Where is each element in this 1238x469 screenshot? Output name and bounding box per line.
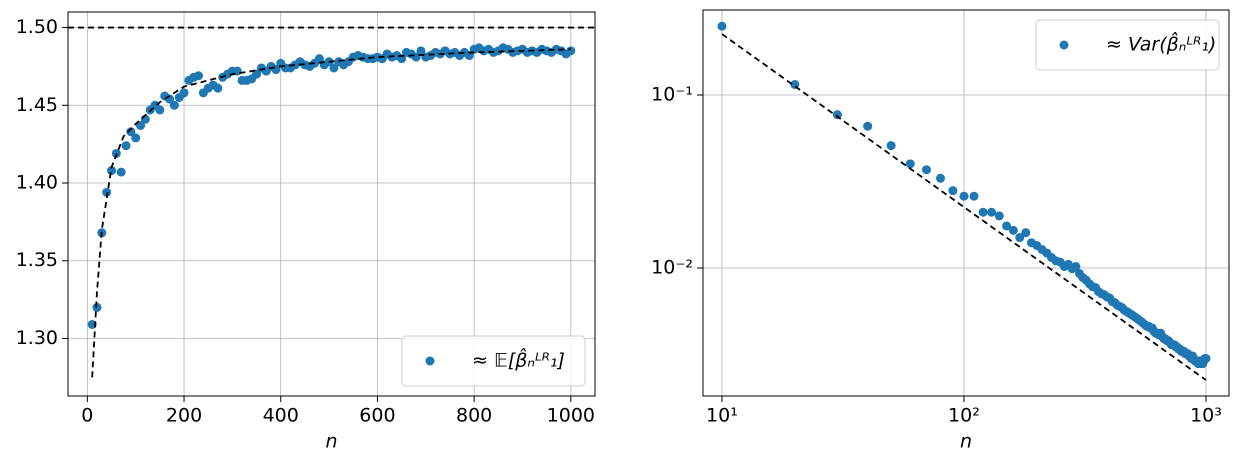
data-point [969,191,979,201]
data-point [1021,228,1031,238]
y-tick-label: 1.35 [16,249,58,271]
data-point [1071,262,1081,272]
legend-box [401,335,586,387]
data-point [566,46,576,56]
data-point [905,159,915,169]
data-point [1201,353,1211,363]
data-point [959,191,969,201]
data-point [179,88,189,98]
x-tick-label: 10¹ [706,405,738,427]
y-tick-label: 1.40 [16,172,58,194]
x-tick-label: 800 [456,405,492,427]
x-tick-label: 200 [166,405,202,427]
data-point [863,121,873,131]
legend-box [1035,19,1220,71]
data-point [832,110,842,120]
data-point [107,166,117,176]
legend-label: ≈ 𝔼[β̂ₙᴸᴿ₁] [472,347,565,371]
data-point [329,63,339,73]
data-point [921,165,931,175]
data-point [416,46,426,56]
x-tick-label: 10³ [1190,405,1222,427]
y-tick-label: 1.30 [16,327,58,349]
data-point [136,120,146,130]
y-tick-label: 10⁻¹ [651,84,693,106]
data-point [948,186,958,196]
data-point [717,21,727,31]
data-point [102,187,112,197]
data-point [1002,221,1012,231]
data-point [252,69,262,79]
data-point [994,211,1004,221]
data-point [936,173,946,183]
legend-label: ≈ Var(β̂ₙᴸᴿ₁) [1106,31,1216,55]
data-point [978,207,988,217]
y-tick-label: 10⁻² [651,256,693,278]
y-tick-label: 1.50 [16,16,58,38]
data-point [1008,225,1018,235]
x-tick-label: 400 [263,405,299,427]
reference-curve [721,33,1207,381]
data-point [116,167,126,177]
data-point [121,141,131,151]
x-tick-label: 600 [359,405,395,427]
data-point [194,71,204,81]
x-tick-label: 1000 [547,405,595,427]
data-point [126,127,136,137]
axes-frame [702,9,1230,397]
x-axis-label: n [325,431,337,453]
data-point [1015,233,1025,243]
data-point [314,54,324,64]
legend-marker [1059,40,1069,50]
x-tick-label: 10² [948,405,980,427]
data-point [886,141,896,151]
data-point [131,133,141,143]
data-point [155,105,165,115]
x-tick-label: 0 [81,405,93,427]
axes-frame [67,11,596,397]
data-point [169,100,179,110]
legend-marker [425,356,435,366]
data-point [213,83,223,93]
x-axis-label: n [960,431,972,453]
reference-curve [91,48,571,378]
y-tick-label: 1.45 [16,94,58,116]
data-point [987,207,997,217]
